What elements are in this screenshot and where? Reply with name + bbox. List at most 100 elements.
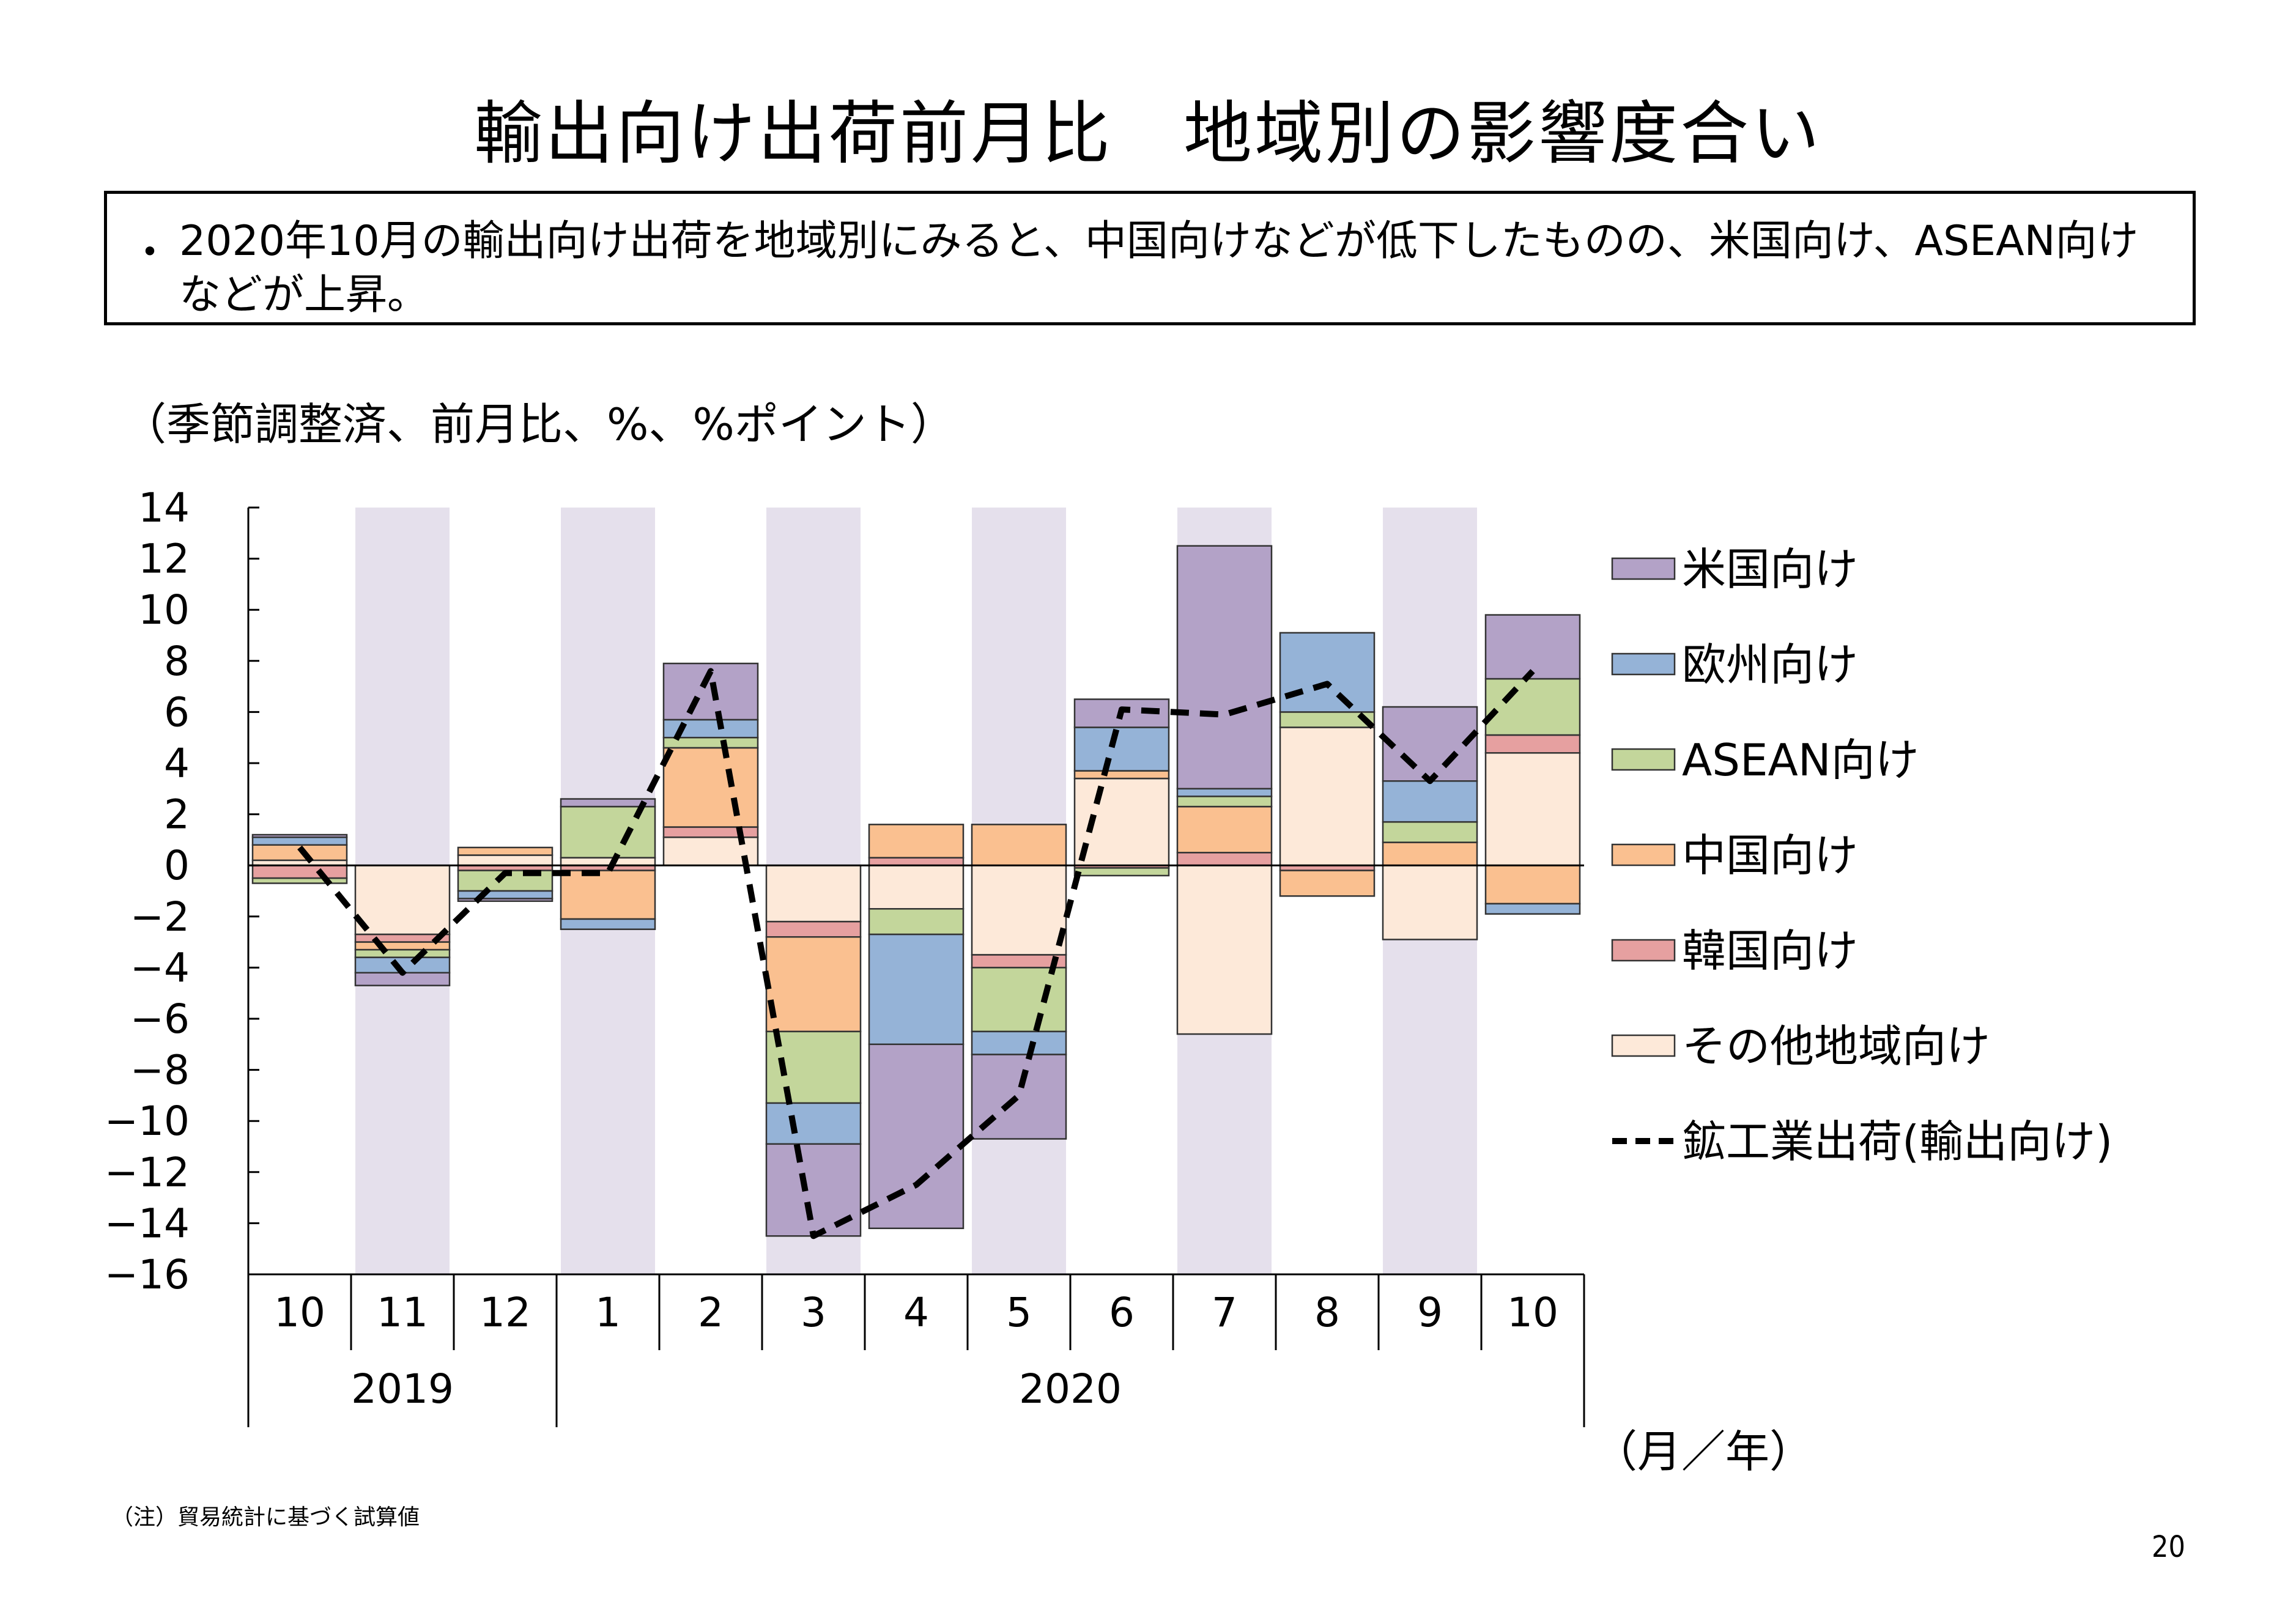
y-tick-label: 8	[164, 638, 190, 685]
bar-segment-other	[354, 864, 451, 936]
bar-segment-europe	[971, 1030, 1067, 1055]
bar-segment-us	[457, 898, 554, 902]
bar-segment-china	[560, 870, 656, 920]
bar-segment-europe	[1073, 726, 1170, 772]
bar-segment-us	[251, 833, 348, 838]
summary-text: 2020年10月の輸出向け出荷を地域別にみると、中国向けなどが低下したものの、米…	[179, 217, 2139, 319]
summary-bullet: ・	[129, 229, 171, 277]
bar-segment-china	[1279, 870, 1376, 897]
bar-segment-europe	[765, 1102, 862, 1145]
bar-segment-asean	[868, 908, 965, 936]
x-tick-label: 11	[377, 1289, 428, 1336]
bar-segment-asean	[1073, 867, 1170, 877]
bar-segment-china	[868, 824, 965, 859]
bar-segment-asean	[1382, 821, 1478, 843]
bar-segment-europe	[1279, 632, 1376, 713]
year-label: 2019	[351, 1365, 454, 1413]
legend-label-china: 中国向け	[1682, 830, 1858, 881]
bar-segment-korea	[251, 864, 348, 879]
bar-segment-europe	[251, 836, 348, 846]
legend-swatch-asean	[1611, 748, 1676, 771]
legend-label-other: その他地域向け	[1682, 1021, 1990, 1072]
bar-segment-china	[1176, 805, 1273, 854]
legend-swatch-us	[1611, 557, 1676, 580]
x-tick-label: 2	[698, 1289, 724, 1336]
bar-segment-china	[971, 824, 1067, 866]
footnote: （注）貿易統計に基づく試算値	[111, 1505, 420, 1530]
y-tick-label: −8	[130, 1047, 190, 1094]
legend-swatch-china	[1611, 843, 1676, 866]
bar-segment-us	[868, 1043, 965, 1230]
chart-unit-note: （季節調整済、前月比、%、%ポイント）	[122, 399, 955, 450]
legend-label-asean: ASEAN向け	[1682, 734, 1919, 786]
bar-segment-china	[457, 846, 554, 856]
bar-segment-us	[560, 798, 656, 808]
bar-segment-korea	[868, 857, 965, 866]
bar-segment-europe	[457, 890, 554, 900]
legend-label-europe: 欧州向け	[1682, 639, 1858, 690]
x-tick-label: 1	[595, 1289, 621, 1336]
bar-segment-asean	[1176, 796, 1273, 808]
legend-label-us: 米国向け	[1682, 544, 1858, 595]
bar-segment-other	[971, 864, 1067, 956]
x-tick-label: 3	[801, 1289, 826, 1336]
y-tick-label: 14	[138, 484, 190, 531]
bar-segment-europe	[868, 933, 965, 1046]
bar-segment-korea	[1484, 734, 1581, 754]
bars-layer	[251, 545, 1581, 1237]
bar-segment-china	[662, 747, 759, 828]
page-number: 20	[2152, 1530, 2185, 1564]
legend-label-line: 鉱工業出荷(輸出向け)	[1682, 1116, 2113, 1167]
year-label: 2020	[1019, 1365, 1122, 1413]
y-tick-label: −16	[105, 1251, 190, 1298]
bar-segment-other	[457, 854, 554, 866]
bar-segment-other	[1176, 864, 1273, 1035]
legend-swatch-europe	[1611, 652, 1676, 676]
bar-segment-us	[1176, 545, 1273, 790]
bar-segment-europe	[1484, 903, 1581, 915]
y-tick-label: −12	[105, 1149, 190, 1196]
x-tick-label: 7	[1212, 1289, 1237, 1336]
bar-segment-asean	[251, 877, 348, 884]
y-tick-label: 0	[164, 842, 190, 889]
bar-segment-china	[765, 936, 862, 1033]
y-tick-label: −6	[130, 996, 190, 1043]
bar-segment-other	[1382, 864, 1478, 940]
bar-segment-asean	[354, 948, 451, 958]
bar-segment-asean	[971, 967, 1067, 1033]
page-title: 輸出向け出荷前月比 地域別の影響度合い	[474, 94, 1822, 174]
x-tick-label: 10	[274, 1289, 325, 1336]
bar-segment-korea	[765, 920, 862, 938]
x-tick-label: 9	[1417, 1289, 1443, 1336]
bar-segment-other	[560, 857, 656, 866]
summary-box: ・ 2020年10月の輸出向け出荷を地域別にみると、中国向けなどが低下したものの…	[104, 191, 2196, 325]
bar-segment-europe	[560, 918, 656, 930]
bar-segment-korea	[1176, 852, 1273, 866]
x-tick-label: 8	[1314, 1289, 1340, 1336]
bar-segment-other	[765, 864, 862, 923]
legend-label-korea: 韓国向け	[1682, 925, 1858, 977]
y-tick-label: 6	[164, 689, 190, 736]
line-series-total	[297, 668, 1535, 1239]
bar-segment-china	[1073, 770, 1170, 780]
bar-segment-europe	[1382, 780, 1478, 823]
y-tick-label: −4	[130, 944, 190, 991]
x-tick-label: 4	[903, 1289, 929, 1336]
line-layer	[297, 668, 1535, 1239]
y-tick-label: −10	[105, 1098, 190, 1145]
bar-segment-china	[1382, 841, 1478, 866]
x-tick-label: 10	[1507, 1289, 1558, 1336]
bar-segment-europe	[1176, 788, 1273, 797]
y-tick-label: 12	[138, 536, 190, 583]
legend-swatch-korea	[1611, 939, 1676, 962]
bar-segment-us	[1382, 706, 1478, 782]
bar-segment-asean	[1484, 678, 1581, 736]
x-tick-label: 12	[480, 1289, 531, 1336]
y-tick-label: 10	[138, 586, 190, 634]
bar-segment-other	[868, 864, 965, 910]
bar-segment-other	[1279, 726, 1376, 866]
bar-segment-china	[251, 844, 348, 862]
